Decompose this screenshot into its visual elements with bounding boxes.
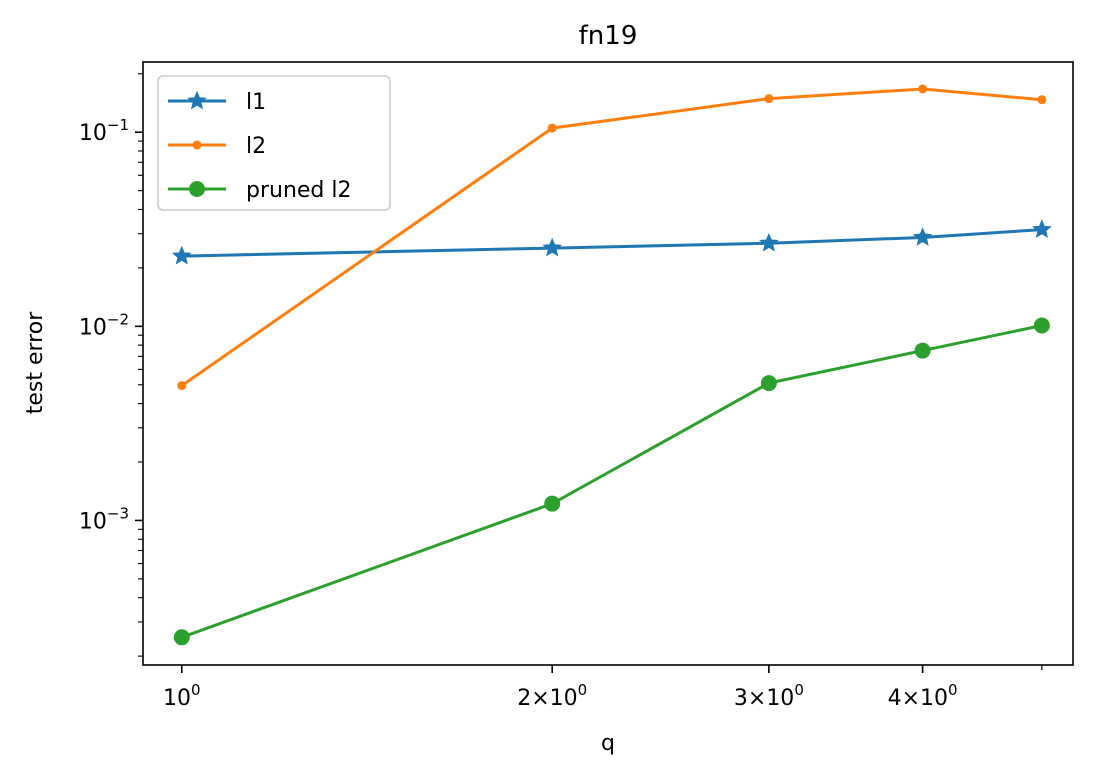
data-point-l2 [764, 94, 774, 104]
x-tick-label: 3×100 [734, 681, 804, 711]
series-line-pruned-l2 [181, 324, 1043, 639]
data-point-l1 [171, 245, 192, 265]
data-point-l1 [912, 227, 933, 246]
y-tick-label: 10−2 [79, 310, 129, 340]
data-point-l1 [759, 232, 779, 252]
legend-marker [189, 181, 205, 197]
data-point-l2 [177, 381, 187, 391]
legend-box [157, 75, 391, 211]
legend-item-l1: l1 [168, 90, 266, 115]
series-l2 [177, 84, 1047, 391]
data-point-l2 [918, 84, 928, 94]
x-tick-label: 100 [163, 681, 201, 711]
legend: l1 l2 pruned l2 [157, 75, 391, 211]
data-point-pruned-l2 [1033, 317, 1050, 334]
data-point-pruned-l2 [760, 375, 777, 392]
x-axis: 100 2×100 3×100 4×100 [163, 665, 1043, 711]
y-axis: 10−1 10−2 10−3 [79, 73, 143, 657]
data-point-l2 [547, 123, 557, 133]
data-point-l1 [542, 237, 562, 257]
y-axis-title: test error [23, 311, 48, 414]
data-point-pruned-l2 [914, 342, 931, 359]
legend-marker [192, 140, 202, 150]
series-layer [171, 84, 1052, 646]
data-point-l1 [1032, 219, 1052, 238]
legend-label: pruned l2 [246, 178, 352, 203]
series-line-l1 [181, 228, 1042, 258]
legend-item-pruned-l2: pruned l2 [168, 178, 352, 203]
legend-label: l2 [246, 134, 266, 159]
y-tick-label: 10−1 [79, 116, 129, 146]
legend-item-l2: l2 [168, 134, 266, 159]
series-pruned-l2 [173, 317, 1050, 646]
data-point-pruned-l2 [173, 629, 190, 646]
data-point-l2 [1037, 95, 1047, 105]
plot-area [142, 61, 1074, 666]
data-point-pruned-l2 [544, 495, 561, 512]
x-axis-title: q [601, 731, 615, 756]
x-tick-label: 2×100 [517, 681, 587, 711]
chart-title: fn19 [579, 21, 638, 51]
legend-marker [187, 90, 207, 110]
x-tick-label: 4×100 [888, 681, 958, 711]
series-l1 [171, 219, 1052, 265]
legend-label: l1 [246, 90, 266, 115]
y-tick-label: 10−3 [79, 504, 129, 534]
